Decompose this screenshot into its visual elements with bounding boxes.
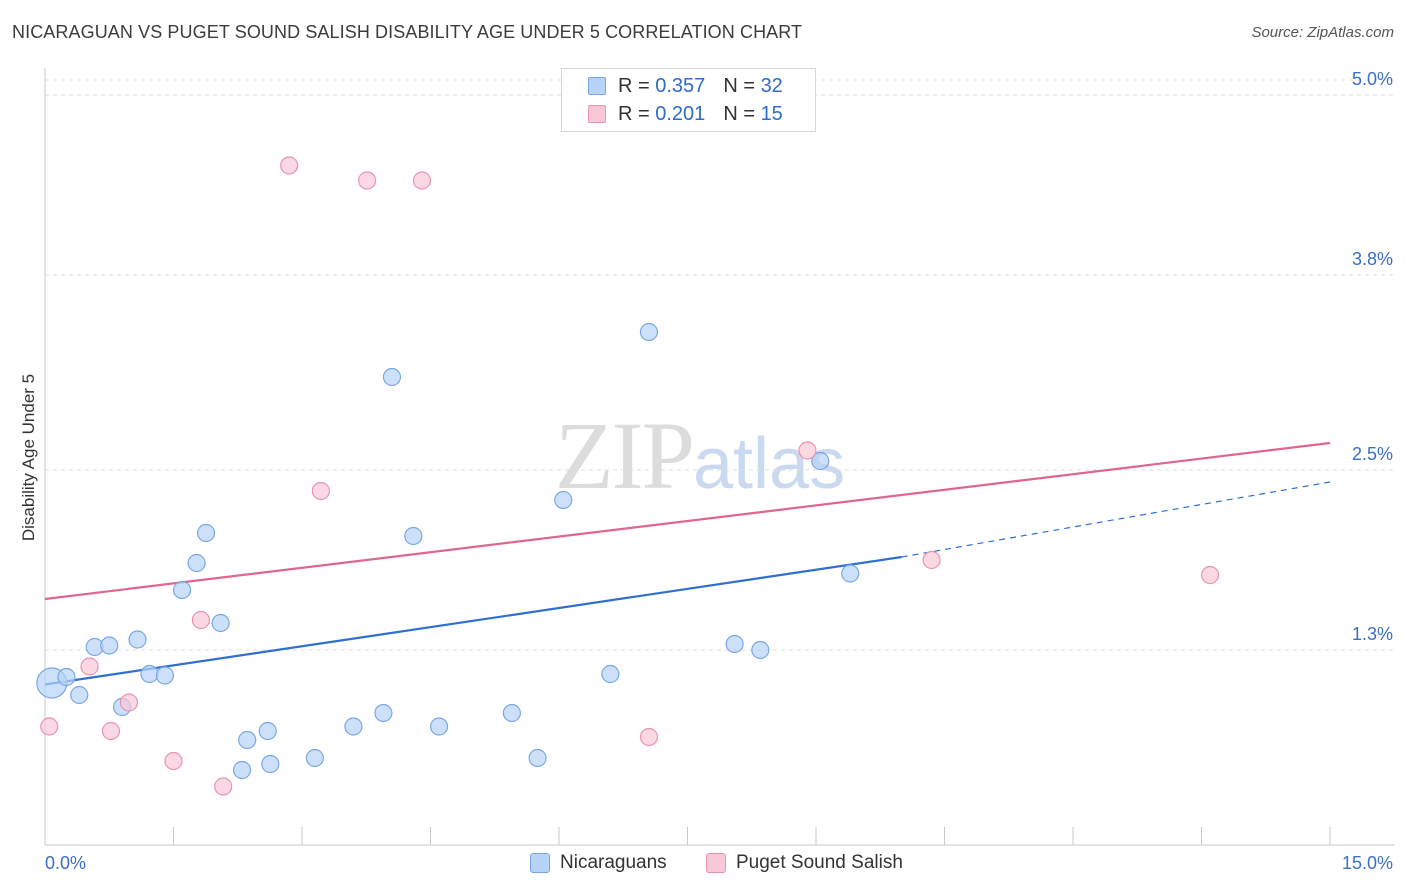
nicaraguan-point <box>344 717 363 736</box>
bottom-legend-puget: Puget Sound Salish <box>706 852 903 874</box>
puget-point <box>101 721 121 741</box>
nicaraguan-point <box>258 721 277 741</box>
nicaraguan-point <box>811 451 830 471</box>
trend-lines <box>44 441 1331 686</box>
bottom-legend-swatch-pink <box>706 853 726 873</box>
puget-point <box>358 171 377 190</box>
source-credit: Source: ZipAtlas.com <box>1251 24 1394 41</box>
nicaraguan-point <box>639 322 659 342</box>
puget-point <box>164 751 183 771</box>
bottom-legend-swatch-blue <box>530 853 550 873</box>
legend-r-label: R = <box>618 74 650 97</box>
nicaraguan-point <box>57 667 76 687</box>
bottom-legend-label: Puget Sound Salish <box>736 852 903 873</box>
data-points <box>36 156 1220 796</box>
puget-point <box>40 717 59 736</box>
legend-n-value: 32 <box>760 74 783 97</box>
nicaraguan-point <box>211 613 230 633</box>
puget-point <box>922 550 941 570</box>
nicaraguan-point <box>502 703 521 723</box>
legend-r-value: 0.201 <box>655 102 706 125</box>
y-tick-label: 2.5% <box>1352 444 1393 464</box>
x-tick-label-min: 0.0% <box>45 853 86 873</box>
puget-point <box>214 777 233 796</box>
y-tick-label: 5.0% <box>1352 69 1393 89</box>
y-tick-label: 3.8% <box>1352 249 1393 269</box>
puget-point <box>280 156 299 175</box>
nicaraguan-point <box>841 564 860 583</box>
legend-n-value: 15 <box>760 102 783 125</box>
puget-point <box>80 657 99 676</box>
puget-point <box>1200 565 1220 585</box>
y-tick-label: 1.3% <box>1352 624 1393 644</box>
nicaraguan-point <box>382 367 402 387</box>
nicaraguan-point <box>261 754 280 774</box>
puget-point <box>311 481 330 501</box>
legend-row-nicaraguans: R = 0.357 N = 32 <box>588 75 783 97</box>
legend-swatch-blue <box>588 77 606 95</box>
legend-n-label: N = <box>723 102 755 125</box>
nicaraguan-point <box>404 526 423 546</box>
puget-point <box>798 441 817 460</box>
nicaraguan-point <box>187 553 206 573</box>
axis-labels: 1.3% 2.5% 3.8% 5.0% 0.0% 15.0% Disability Age … <box>19 69 1393 873</box>
correlation-legend: R = 0.357 N = 32 R = 0.201 N = 15 <box>561 68 816 132</box>
nicaraguan-point <box>232 760 252 780</box>
nicaraguan-point <box>140 664 159 684</box>
chart-title: NICARAGUAN VS PUGET SOUND SALISH DISABIL… <box>12 22 803 42</box>
trend-line-extension <box>901 481 1331 558</box>
nicaraguan-point <box>305 748 324 768</box>
nicaraguan-point <box>528 748 547 768</box>
nicaraguan-point <box>172 580 192 600</box>
legend-r-label: R = <box>618 102 650 125</box>
trend-line-puget <box>44 441 1331 601</box>
legend-n-label: N = <box>723 74 755 97</box>
grid-lines <box>45 79 1395 651</box>
y-axis-label: Disability Age Under 5 <box>19 374 38 541</box>
nicaraguan-point <box>554 490 573 510</box>
bottom-legend-nicaraguans: Nicaraguans <box>530 852 667 874</box>
bottom-legend-label: Nicaraguans <box>560 852 667 873</box>
nicaraguan-point <box>100 636 119 655</box>
axes <box>44 68 1395 846</box>
watermark-zip: ZIP <box>555 402 695 509</box>
nicaraguan-point <box>429 717 449 736</box>
puget-point <box>191 610 211 630</box>
puget-point <box>412 171 432 190</box>
legend-r-value: 0.357 <box>655 74 706 97</box>
nicaraguan-point <box>70 685 89 705</box>
legend-row-puget: R = 0.201 N = 15 <box>588 103 783 125</box>
puget-point <box>639 727 659 747</box>
nicaraguan-point <box>155 666 175 685</box>
nicaraguan-point <box>751 640 770 660</box>
nicaraguan-point <box>128 630 147 649</box>
legend-swatch-pink <box>588 105 606 123</box>
puget-point <box>119 693 139 712</box>
nicaraguan-point <box>238 730 257 750</box>
nicaraguan-point <box>374 703 393 723</box>
nicaraguan-point <box>725 634 744 654</box>
x-tick-label-max: 15.0% <box>1342 853 1393 873</box>
trend-line-nicaraguans <box>44 555 902 686</box>
nicaraguan-point <box>601 664 620 684</box>
nicaraguan-point <box>196 523 216 543</box>
